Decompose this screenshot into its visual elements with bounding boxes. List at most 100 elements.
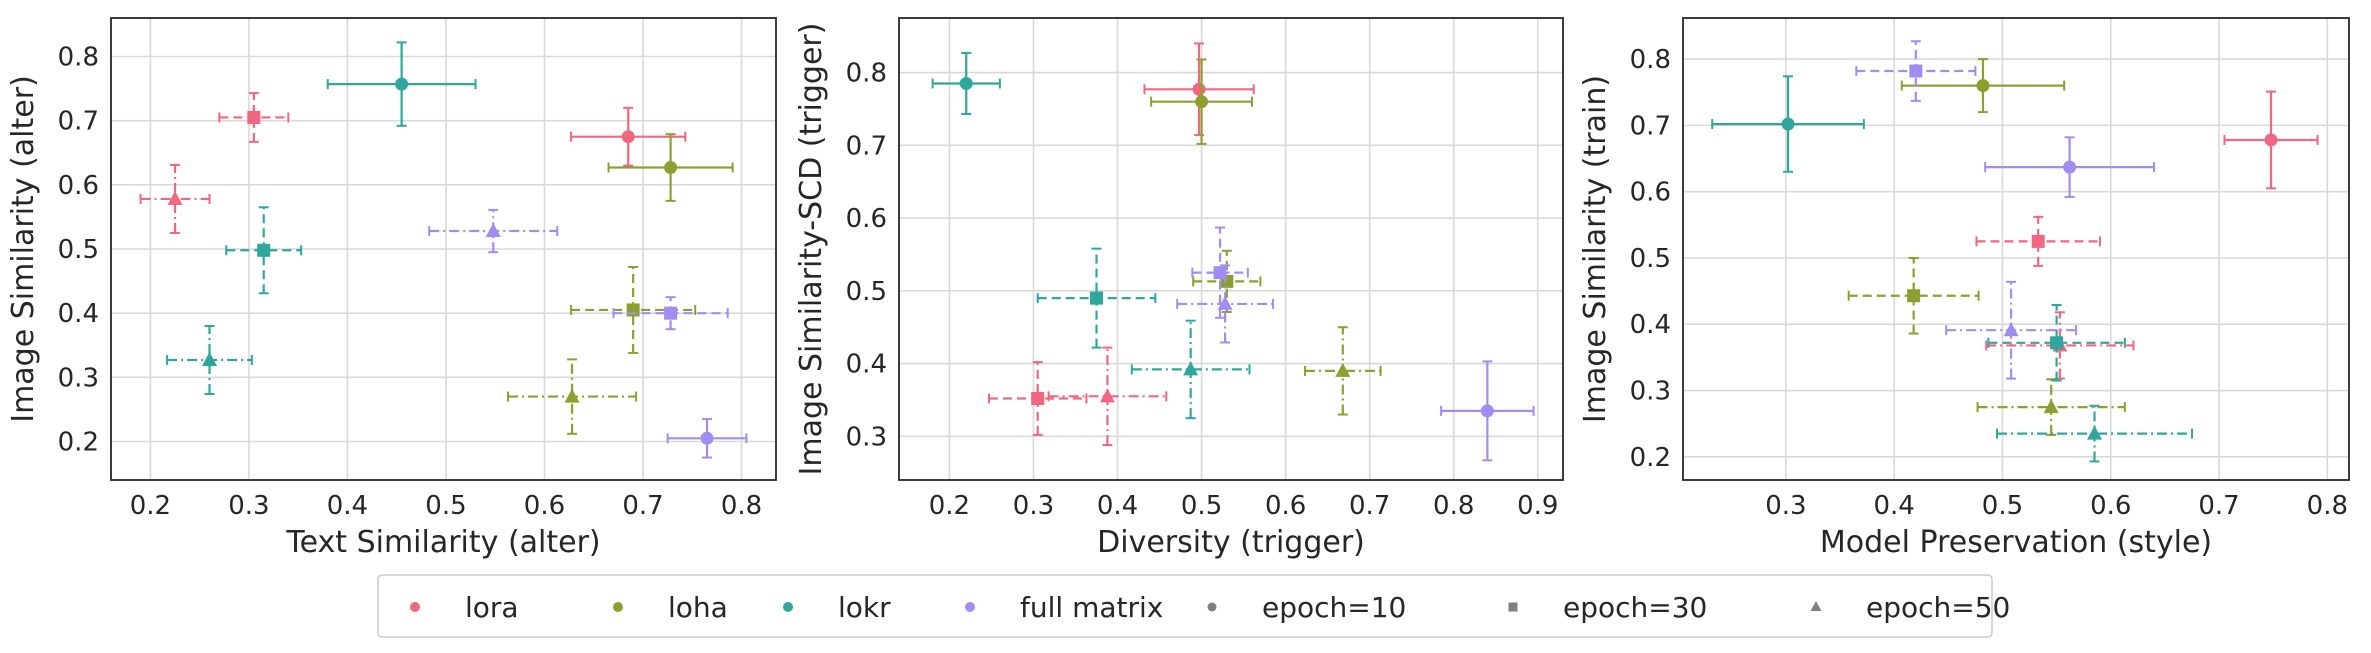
point-marker [1213, 266, 1227, 280]
y-tick-label: 0.8 [846, 59, 887, 89]
point-marker [395, 77, 409, 91]
data-point [666, 418, 748, 459]
data-point [607, 133, 734, 202]
y-axis-label: Image Similarity (train) [1578, 75, 1613, 423]
data-point [1996, 404, 2193, 463]
data-point [1176, 264, 1275, 344]
point-marker [1781, 117, 1795, 131]
x-tick-label: 0.8 [2307, 491, 2348, 521]
data-point [1303, 326, 1382, 416]
legend-marker [410, 602, 420, 612]
y-tick-label: 0.4 [58, 299, 99, 329]
data-point [1191, 226, 1249, 319]
point-marker [1976, 79, 1990, 93]
point-marker [1090, 291, 1104, 305]
data-point [326, 41, 477, 127]
x-tick-label: 0.9 [1517, 491, 1558, 521]
data-point [1855, 40, 1977, 102]
legend-marker [783, 602, 793, 612]
legend-entry: lokr [783, 591, 891, 624]
data-point [1711, 75, 1865, 173]
chart-panel-1: 0.2 0.3 0.4 0.5 0.6 0.7 0.8 0.2 0.3 0.4 0.5 0.6 0.7 0… [6, 17, 777, 560]
x-tick-label: 0.5 [1181, 491, 1222, 521]
point-marker [1183, 361, 1199, 376]
x-tick-label: 0.5 [425, 491, 466, 521]
legend-label: lora [465, 591, 519, 624]
x-axis-label: Model Preservation (style) [1820, 525, 2212, 560]
y-axis-label: Image Similarity-SCD (trigger) [794, 23, 829, 476]
x-tick-label: 0.8 [721, 491, 762, 521]
point-marker [564, 388, 580, 403]
data-point [1984, 136, 2156, 198]
y-tick-label: 0.7 [846, 131, 887, 161]
data-point [1847, 256, 1980, 335]
x-tick-label: 0.7 [622, 491, 663, 521]
point-marker [2063, 160, 2077, 174]
y-tick-label: 0.3 [1630, 377, 1671, 407]
point-marker [2264, 133, 2278, 147]
plot-frame [110, 17, 777, 481]
point-marker [247, 110, 261, 124]
point-marker [2043, 399, 2059, 414]
data-point [139, 163, 211, 234]
point-marker [626, 303, 640, 317]
x-tick-label: 0.7 [2198, 491, 2239, 521]
x-tick-label: 0.2 [929, 491, 970, 521]
point-marker [1192, 82, 1206, 96]
data-point [1987, 304, 2126, 382]
legend-label: epoch=50 [1866, 591, 2010, 624]
legend-marker [1207, 602, 1217, 612]
data-point [218, 92, 290, 143]
legend-label: lokr [838, 591, 891, 624]
data-point [2223, 90, 2319, 190]
x-tick-label: 0.8 [1433, 491, 1474, 521]
legend-entry: loha [613, 591, 728, 624]
x-tick-label: 0.3 [228, 491, 269, 521]
y-tick-label: 0.4 [1630, 310, 1671, 340]
legend-frame [377, 574, 1993, 638]
data-point [1036, 247, 1157, 349]
y-tick-label: 0.7 [58, 107, 99, 137]
legend-label: loha [668, 591, 728, 624]
x-tick-label: 0.7 [1349, 491, 1390, 521]
point-marker [2003, 322, 2019, 337]
x-tick-label: 0.3 [1765, 491, 1806, 521]
legend-marker [1810, 601, 1822, 611]
data-point [428, 208, 559, 254]
point-marker [1907, 289, 1921, 303]
point-marker [1909, 64, 1923, 78]
y-tick-label: 0.2 [1630, 443, 1671, 473]
point-marker [1031, 392, 1045, 406]
y-tick-label: 0.7 [1630, 111, 1671, 141]
legend-entry: epoch=30 [1508, 591, 1707, 624]
plot-frame [898, 17, 1564, 481]
point-marker [167, 190, 183, 205]
y-tick-label: 0.3 [846, 422, 887, 452]
legend: lora loha lokr full matrix epoch=10 epoch=30 e… [377, 574, 2010, 638]
x-tick-label: 0.6 [524, 491, 565, 521]
x-tick-label: 0.4 [327, 491, 368, 521]
point-marker [959, 76, 973, 90]
chart-panel-3: 0.3 0.4 0.5 0.6 0.7 0.8 0.2 0.3 0.4 0.5 0.6 0.7 0.8 M… [1578, 17, 2350, 560]
panels: 0.2 0.3 0.4 0.5 0.6 0.7 0.8 0.2 0.3 0.4 0.5 0.6 0.7 0… [6, 17, 2350, 560]
data-point [612, 296, 729, 331]
x-tick-label: 0.3 [1013, 491, 1054, 521]
point-marker [485, 223, 501, 238]
data-point [1900, 58, 2066, 114]
x-tick-label: 0.6 [1265, 491, 1306, 521]
data-point [1047, 346, 1168, 447]
legend-entry: lora [410, 591, 519, 624]
legend-label: epoch=10 [1262, 591, 1406, 624]
point-marker [1217, 295, 1233, 310]
y-tick-label: 0.8 [58, 43, 99, 73]
y-axis-label: Image Similarity (alter) [6, 75, 41, 423]
data-point [1143, 42, 1255, 137]
data-point [1976, 378, 2126, 436]
data-point [1440, 360, 1535, 462]
x-axis-label: Diversity (trigger) [1097, 525, 1365, 560]
data-point [1945, 280, 2078, 380]
point-marker [664, 306, 678, 320]
data-point [931, 51, 1001, 116]
point-marker [1195, 95, 1209, 109]
x-axis-label: Text Similarity (alter) [285, 525, 600, 560]
